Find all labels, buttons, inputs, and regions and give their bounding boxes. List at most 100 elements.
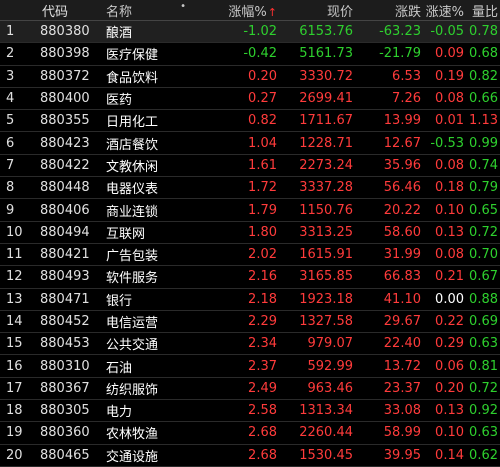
table-row[interactable]: 2 880398 医疗保健 -0.42 5161.73 -21.79 0.09 0.68 <box>0 43 500 66</box>
row-index: 3 <box>6 68 15 84</box>
row-code: 880367 <box>40 380 90 396</box>
row-name: 广告包装 <box>106 249 159 265</box>
row-change: -63.23 <box>379 24 421 40</box>
row-volume-ratio: 0.72 <box>469 224 498 240</box>
table-row[interactable]: 13 880471 银行 2.18 1923.18 41.10 0.00 0.88 <box>0 289 500 311</box>
row-name: 纺织服饰 <box>106 382 159 398</box>
table-row[interactable]: 5 880355 日用化工 0.82 1711.67 13.99 0.01 1.13 <box>0 110 500 133</box>
row-volume-ratio: 0.63 <box>469 425 498 441</box>
table-row[interactable]: 15 880453 公共交通 2.34 979.07 22.40 0.29 0.63 <box>0 333 500 356</box>
table-row[interactable]: 10 880494 互联网 1.80 3313.25 58.60 0.13 0.72 <box>0 222 500 244</box>
row-speed: 0.19 <box>435 68 464 84</box>
row-volume-ratio: 0.68 <box>469 46 498 62</box>
row-volume-ratio: 0.69 <box>469 314 498 329</box>
row-name: 电信运营 <box>106 316 159 331</box>
row-price: 2260.44 <box>299 425 353 441</box>
row-price: 3337.28 <box>299 180 353 196</box>
header-code[interactable]: 代码 <box>42 4 69 20</box>
header-speed[interactable]: 涨速% <box>425 4 464 20</box>
row-change-pct: 1.04 <box>248 135 277 151</box>
row-change-pct: 2.16 <box>248 269 277 285</box>
row-change: 7.26 <box>392 91 421 107</box>
row-price: 1530.45 <box>299 447 353 463</box>
header-price[interactable]: 现价 <box>326 4 353 20</box>
row-name: 银行 <box>106 293 133 309</box>
table-row[interactable]: 18 880305 电力 2.58 1313.34 33.08 0.13 0.92 <box>0 400 500 423</box>
row-change-pct: 2.58 <box>248 403 277 419</box>
row-index: 18 <box>6 403 23 419</box>
row-code: 880305 <box>40 403 90 419</box>
row-code: 880398 <box>40 46 90 62</box>
row-code: 880380 <box>40 24 90 40</box>
row-change: 66.83 <box>383 269 421 285</box>
row-change-pct: 2.68 <box>248 447 277 463</box>
row-speed: 0.09 <box>435 46 464 62</box>
row-index: 8 <box>6 180 15 196</box>
row-change: 31.99 <box>383 247 421 263</box>
row-volume-ratio: 0.66 <box>469 91 498 107</box>
header-name[interactable]: 名称 • <box>100 1 190 20</box>
row-change-pct: 1.79 <box>248 202 277 218</box>
table-row[interactable]: 8 880448 电器仪表 1.72 3337.28 56.46 0.18 0.79 <box>0 177 500 200</box>
table-row[interactable]: 9 880406 商业连锁 1.79 1150.76 20.22 0.10 0.65 <box>0 199 500 222</box>
table-row[interactable]: 6 880423 酒店餐饮 1.04 1228.71 12.67 -0.53 0.99 <box>0 132 500 155</box>
row-code: 880355 <box>40 113 90 129</box>
row-volume-ratio: 0.62 <box>469 447 498 463</box>
row-name: 医疗保健 <box>106 48 159 64</box>
row-price: 3165.85 <box>299 269 353 285</box>
row-price: 3313.25 <box>299 224 353 240</box>
row-index: 16 <box>6 358 23 374</box>
row-change-pct: 2.68 <box>248 425 277 441</box>
row-price: 2699.41 <box>299 91 353 107</box>
table-row[interactable]: 11 880421 广告包装 2.02 1615.91 31.99 0.08 0.70 <box>0 244 500 267</box>
row-name: 公共交通 <box>106 338 159 354</box>
table-row[interactable]: 4 880400 医药 0.27 2699.41 7.26 0.08 0.66 <box>0 88 500 111</box>
row-index: 19 <box>6 425 23 441</box>
row-price: 1711.67 <box>299 113 353 129</box>
row-index: 17 <box>6 380 23 396</box>
row-speed: 0.08 <box>435 91 464 107</box>
row-name: 文教休闲 <box>106 159 159 175</box>
column-settings-dot-icon[interactable]: • <box>180 0 186 12</box>
row-price: 979.07 <box>307 336 354 352</box>
row-index: 1 <box>6 24 15 40</box>
row-price: 2273.24 <box>299 157 353 173</box>
table-row[interactable]: 12 880493 软件服务 2.16 3165.85 66.83 0.21 0.67 <box>0 266 500 289</box>
header-change[interactable]: 涨跌 <box>394 4 421 20</box>
row-code: 880421 <box>40 247 90 263</box>
header-change-pct[interactable]: 涨幅%↑ <box>190 1 277 20</box>
row-name: 电器仪表 <box>106 182 159 198</box>
row-name: 石油 <box>106 360 133 376</box>
row-volume-ratio: 0.67 <box>469 269 498 285</box>
row-name: 农林牧渔 <box>106 427 159 443</box>
row-name: 医药 <box>106 93 133 109</box>
row-change: -21.79 <box>379 46 421 62</box>
row-code: 880453 <box>40 336 90 352</box>
table-row[interactable]: 7 880422 文教休闲 1.61 2273.24 35.96 0.08 0.74 <box>0 155 500 178</box>
row-price: 5161.73 <box>299 46 353 62</box>
row-change: 41.10 <box>383 291 421 307</box>
row-speed: 0.13 <box>435 403 464 419</box>
row-index: 15 <box>6 336 23 352</box>
table-row[interactable]: 17 880367 纺织服饰 2.49 963.46 23.37 0.20 0.72 <box>0 378 500 401</box>
row-change: 13.72 <box>383 358 421 374</box>
table-row[interactable]: 1 880380 酿酒 -1.02 6153.76 -63.23 -0.05 0.78 <box>0 21 500 44</box>
row-change-pct: 2.29 <box>248 314 277 329</box>
row-volume-ratio: 0.65 <box>469 202 498 218</box>
row-index: 20 <box>6 447 23 463</box>
row-name: 交通设施 <box>106 449 159 465</box>
row-index: 13 <box>6 291 23 307</box>
sort-ascending-icon: ↑ <box>267 5 277 19</box>
row-change: 20.22 <box>383 202 421 218</box>
table-row[interactable]: 14 880452 电信运营 2.29 1327.58 29.67 0.22 0.69 <box>0 311 500 334</box>
row-index: 5 <box>6 113 15 129</box>
table-row[interactable]: 3 880372 食品饮料 0.20 3330.72 6.53 0.19 0.82 <box>0 66 500 88</box>
row-volume-ratio: 0.92 <box>469 403 498 419</box>
table-row[interactable]: 20 880465 交通设施 2.68 1530.45 39.95 0.14 0.62 <box>0 445 500 467</box>
table-row[interactable]: 16 880310 石油 2.37 592.99 13.72 0.06 0.81 <box>0 355 500 378</box>
row-code: 880422 <box>40 157 90 173</box>
table-row[interactable]: 19 880360 农林牧渔 2.68 2260.44 58.99 0.10 0.63 <box>0 422 500 445</box>
row-name: 商业连锁 <box>106 204 159 220</box>
row-price: 1615.91 <box>299 247 353 263</box>
header-volume-ratio[interactable]: 量比 <box>471 4 498 20</box>
